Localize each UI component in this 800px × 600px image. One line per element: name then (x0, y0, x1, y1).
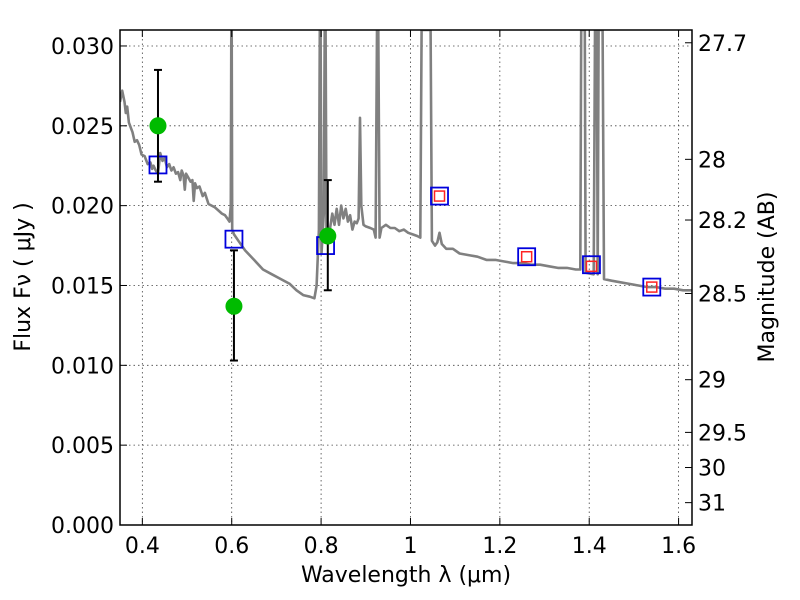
observed-point (225, 297, 243, 315)
right-tick-label: 30 (698, 457, 726, 482)
spectrum-line (120, 30, 692, 300)
right-tick-label: 28.5 (698, 282, 747, 307)
y-tick-label: 0.025 (51, 115, 114, 140)
x-axis-title: Wavelength λ (μm) (301, 563, 511, 588)
model-photometry-point (517, 247, 537, 267)
nir-photometry-point (520, 250, 533, 263)
nir-photometry-point (433, 190, 446, 202)
model-photometry-point (224, 229, 244, 249)
y-tick-label: 0.030 (51, 35, 114, 60)
x-tick-label: 1.6 (661, 534, 696, 559)
right-tick-label: 28.2 (698, 209, 747, 234)
x-tick-label: 1 (403, 534, 417, 559)
x-tick-label: 1.4 (572, 534, 607, 559)
y-tick-label: 0.015 (51, 274, 114, 299)
x-tick-label: 1.2 (482, 534, 517, 559)
y-tick-label: 0.005 (51, 434, 114, 459)
right-tick-label: 29.5 (698, 421, 747, 446)
x-tick-label: 0.6 (214, 534, 249, 559)
spectrum-layer (120, 30, 692, 300)
grid (120, 30, 692, 526)
nir-photometry-point (646, 281, 658, 293)
right-tick-label: 29 (698, 369, 726, 394)
model-photometry-point (430, 186, 449, 206)
right-tick-label: 27.7 (698, 32, 747, 57)
y-tick-label: 0.020 (51, 195, 114, 220)
right-tick-label: 28 (698, 148, 726, 173)
x-tick-label: 0.8 (304, 534, 339, 559)
y-axis-title: Flux Fν ( μJy ) (11, 202, 36, 351)
observed-point (149, 117, 167, 135)
y-tick-label: 0.000 (51, 514, 114, 539)
x-tick-label: 0.4 (125, 534, 160, 559)
plot-frame (119, 29, 693, 526)
ticks: 0.4 0.6 0.8 1 1.2 1.4 1.6 0.000 0.005 0.010 0.015 0… (51, 30, 747, 559)
right-tick-label: 31 (698, 492, 726, 517)
right-axis-title: Magnitude (AB) (755, 192, 780, 363)
observed-point (319, 227, 337, 245)
nir-photometry-point (585, 260, 598, 273)
y-tick-label: 0.010 (51, 354, 114, 379)
markers-layer (148, 68, 662, 362)
model-photometry-point (642, 277, 662, 297)
model-photometry-point (582, 255, 601, 275)
